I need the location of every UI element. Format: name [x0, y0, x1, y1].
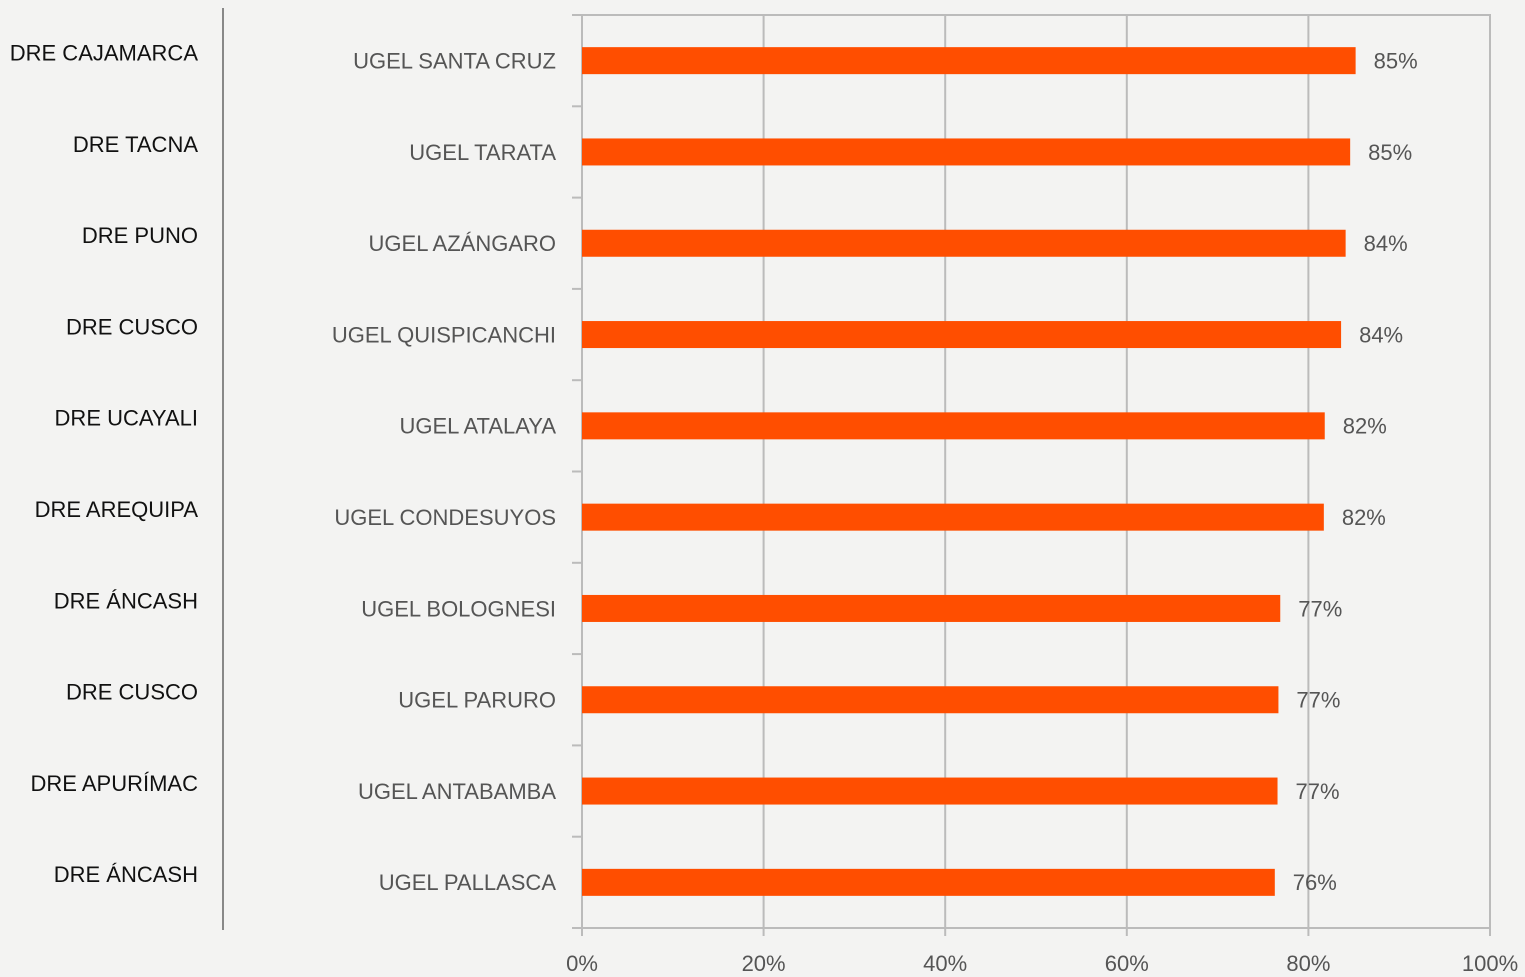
x-tick-label: 0% [566, 951, 598, 976]
category-label: UGEL QUISPICANCHI [332, 322, 556, 347]
category-label: UGEL CONDESUYOS [334, 505, 556, 530]
category-label: UGEL PARURO [398, 688, 556, 713]
bar [582, 868, 1275, 896]
bar [582, 686, 1279, 714]
bar [582, 321, 1342, 349]
group-label: DRE ÁNCASH [54, 862, 198, 887]
category-label: UGEL TARATA [409, 140, 556, 165]
group-label: DRE CUSCO [66, 680, 198, 705]
bar [582, 138, 1351, 166]
bar [582, 412, 1325, 440]
bar [582, 777, 1278, 805]
value-label: 77% [1298, 596, 1342, 621]
category-label: UGEL ANTABAMBA [358, 779, 556, 804]
group-label: DRE UCAYALI [55, 406, 198, 431]
category-label: UGEL SANTA CRUZ [353, 48, 556, 73]
value-label: 85% [1368, 140, 1412, 165]
value-label: 82% [1342, 505, 1386, 530]
category-label: UGEL PALLASCA [379, 870, 557, 895]
group-label: DRE APURÍMAC [31, 771, 199, 796]
value-label: 77% [1296, 688, 1340, 713]
x-tick-label: 80% [1286, 951, 1330, 976]
bar [582, 594, 1281, 622]
group-label: DRE ÁNCASH [54, 588, 198, 613]
category-label: UGEL ATALAYA [399, 414, 556, 439]
group-label: DRE PUNO [82, 223, 198, 248]
value-label: 77% [1296, 779, 1340, 804]
bar [582, 47, 1356, 75]
value-label: 85% [1374, 48, 1418, 73]
x-tick-label: 40% [923, 951, 967, 976]
x-tick-label: 20% [742, 951, 786, 976]
category-label: UGEL BOLOGNESI [361, 596, 556, 621]
x-tick-label: 100% [1462, 951, 1518, 976]
group-label: DRE CUSCO [66, 314, 198, 339]
bar [582, 503, 1324, 531]
group-label: DRE CAJAMARCA [10, 40, 199, 65]
value-label: 84% [1364, 231, 1408, 256]
value-label: 84% [1359, 322, 1403, 347]
category-label: UGEL AZÁNGARO [369, 231, 556, 256]
x-tick-label: 60% [1105, 951, 1149, 976]
value-label: 76% [1293, 870, 1337, 895]
group-label: DRE AREQUIPA [35, 497, 199, 522]
value-label: 82% [1343, 414, 1387, 439]
group-label: DRE TACNA [73, 132, 198, 157]
bar [582, 229, 1346, 257]
